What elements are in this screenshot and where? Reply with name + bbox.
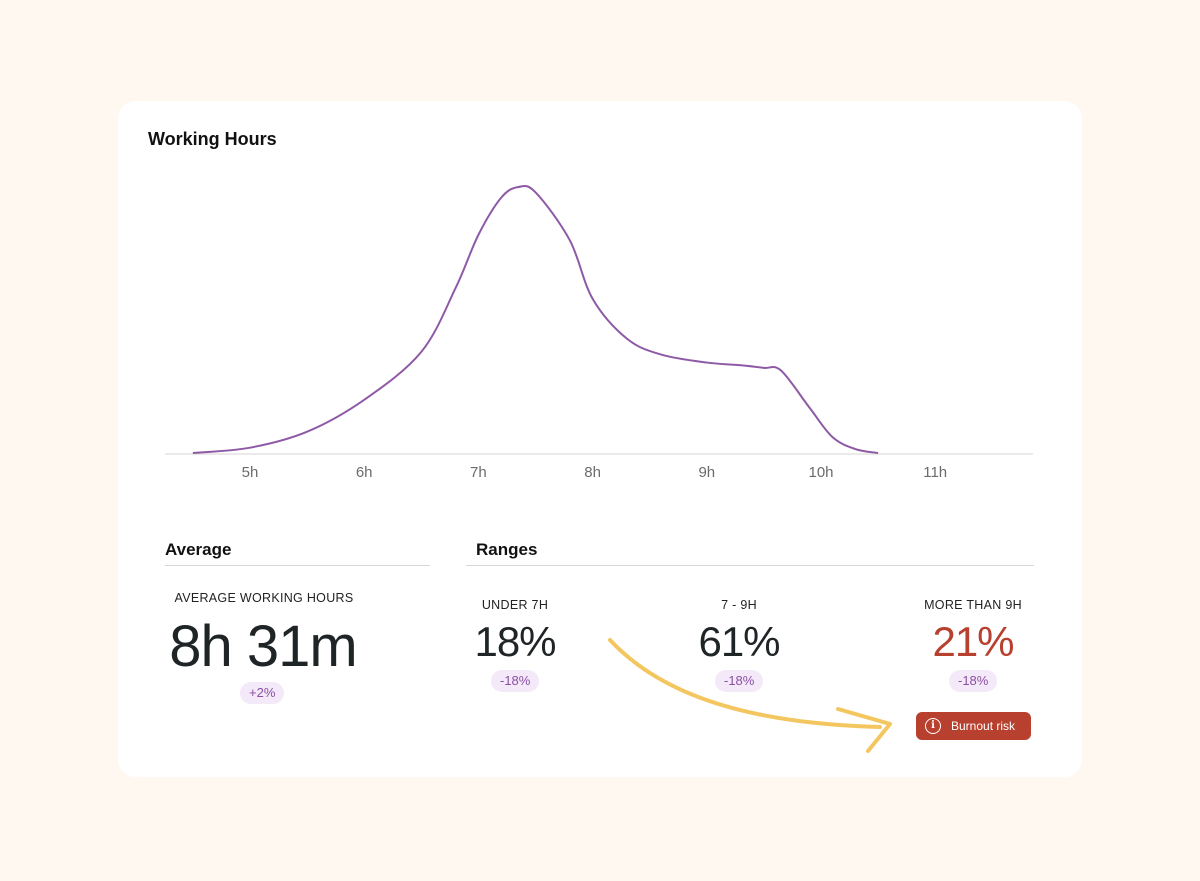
average-divider bbox=[165, 565, 430, 566]
x-tick-label: 6h bbox=[356, 464, 373, 481]
average-value: 8h 31m bbox=[169, 614, 357, 679]
x-tick-label: 5h bbox=[242, 464, 259, 481]
ranges-divider bbox=[466, 565, 1034, 566]
x-tick-label: 9h bbox=[698, 464, 715, 481]
info-icon: i bbox=[925, 718, 941, 734]
range-label-more-than-9h: MORE THAN 9H bbox=[924, 598, 1022, 612]
range-label-under-7h: UNDER 7H bbox=[481, 598, 549, 612]
average-heading: Average bbox=[165, 540, 232, 559]
range-delta-more-than-9h: -18% bbox=[949, 670, 998, 692]
burnout-risk-badge[interactable]: i Burnout risk bbox=[916, 712, 1031, 740]
distribution-chart: 5h 6h 7h 8h 9h 10h 11h bbox=[165, 184, 1033, 481]
working-hours-card: Working Hours 5h 6h 7h 8h 9h 10h 11h Average A… bbox=[118, 101, 1082, 777]
ranges-heading: Ranges bbox=[476, 540, 538, 559]
range-value-under-7h: 18% bbox=[474, 618, 556, 665]
x-tick-label: 11h bbox=[923, 464, 947, 481]
x-tick-label: 8h bbox=[584, 464, 601, 481]
x-tick-label: 10h bbox=[808, 464, 833, 481]
range-value-7-9h: 61% bbox=[698, 618, 780, 665]
range-delta-7-9h: -18% bbox=[715, 670, 764, 692]
average-caption: AVERAGE WORKING HOURS bbox=[174, 591, 354, 605]
x-tick-label: 7h bbox=[470, 464, 487, 481]
annotation-arrow-head bbox=[836, 707, 892, 753]
series-line-distribution bbox=[192, 184, 879, 454]
range-delta-under-7h: -18% bbox=[491, 670, 540, 692]
burnout-risk-label: Burnout risk bbox=[951, 719, 1016, 733]
range-value-more-than-9h: 21% bbox=[932, 618, 1014, 665]
card-title: Working Hours bbox=[148, 129, 277, 149]
average-delta-badge: +2% bbox=[240, 682, 285, 704]
range-label-7-9h: 7 - 9H bbox=[721, 598, 757, 612]
